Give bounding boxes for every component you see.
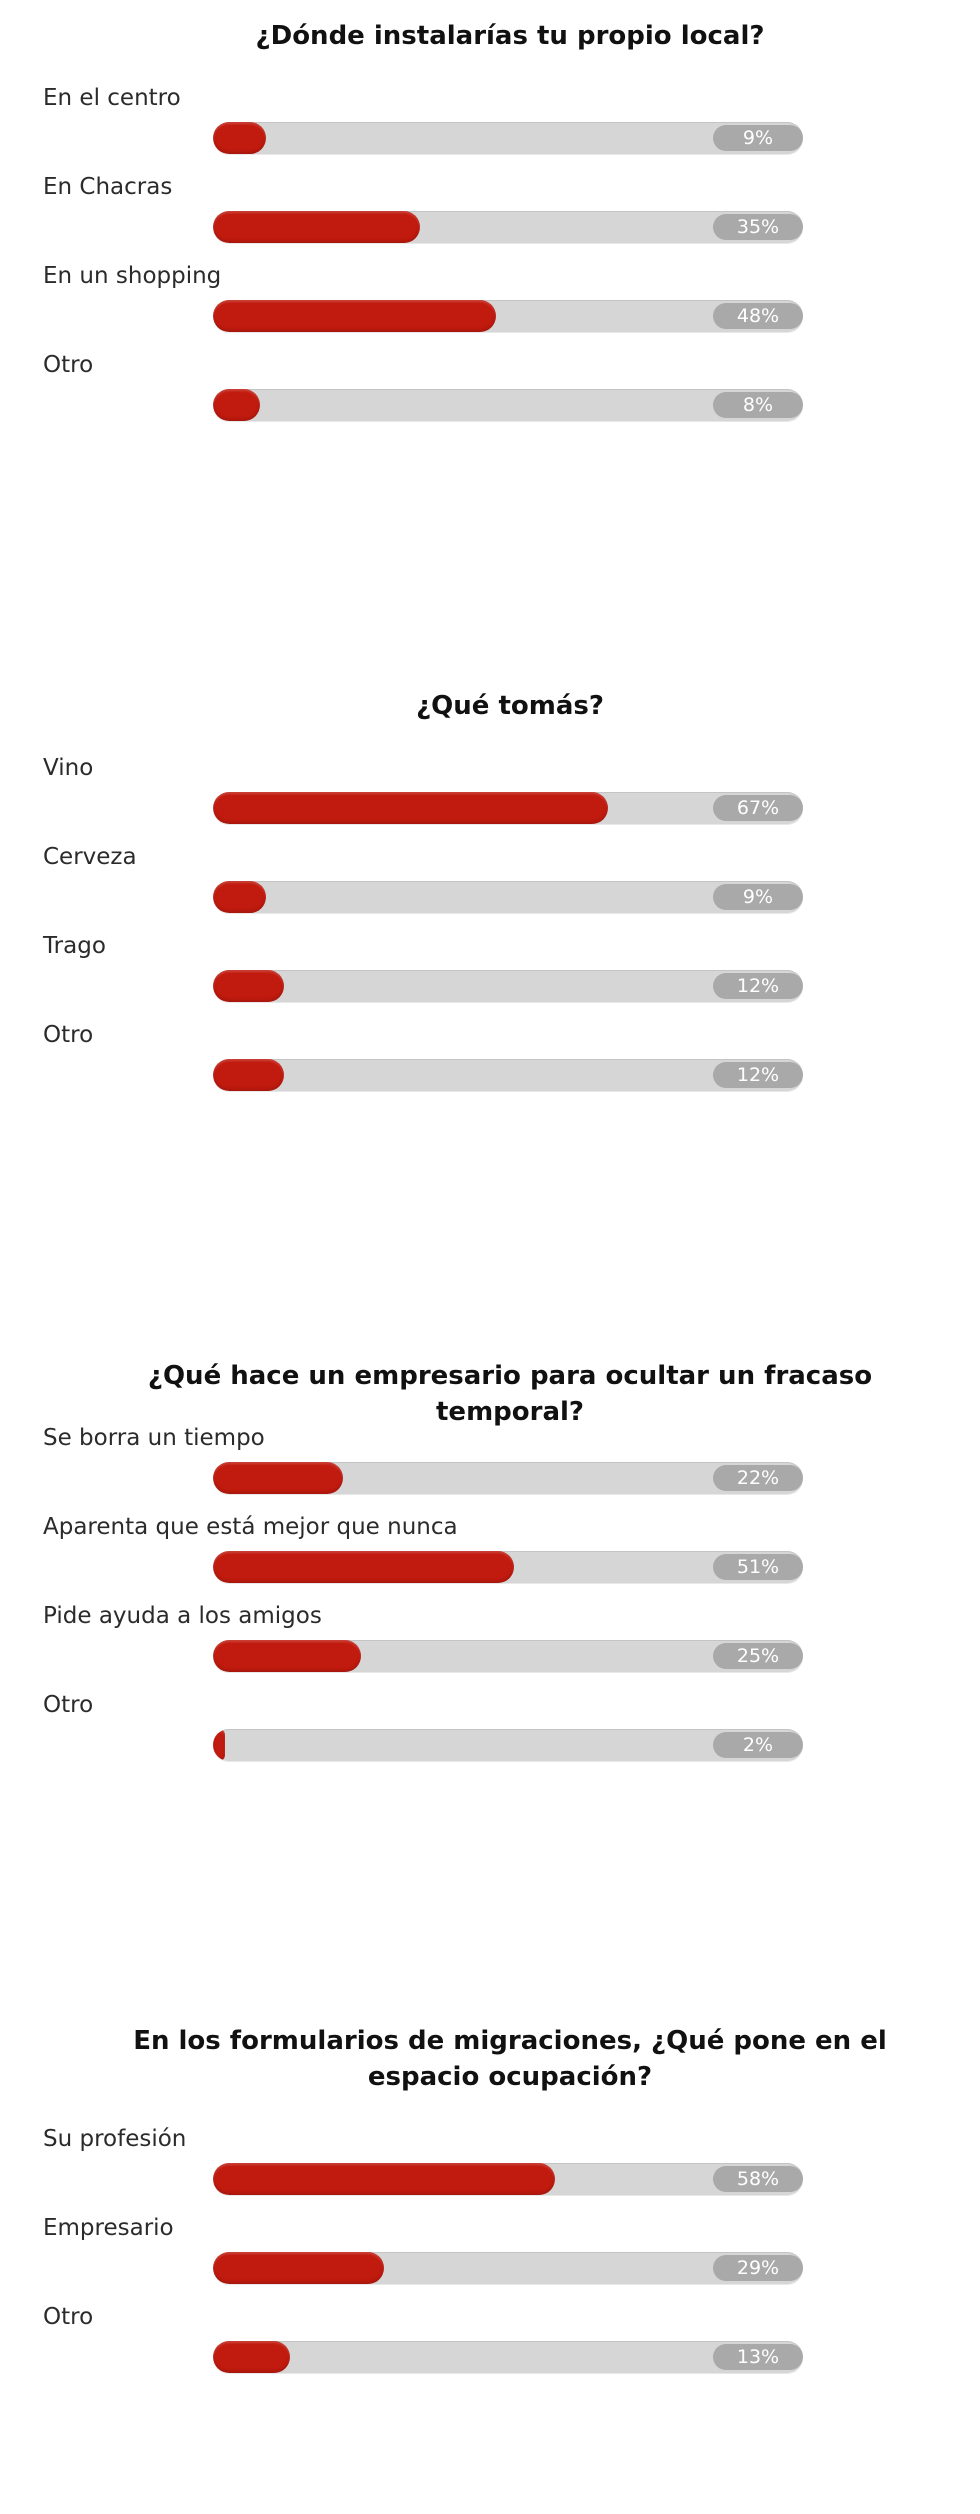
option-label: Su profesión <box>43 2126 187 2152</box>
poll-option[interactable]: En un shopping 48% <box>0 262 980 350</box>
percent-badge: 67% <box>713 795 803 821</box>
poll-option[interactable]: Cerveza 9% <box>0 843 980 931</box>
poll-option[interactable]: Se borra un tiempo 22% <box>0 1424 980 1512</box>
result-bar-fill <box>213 2341 290 2373</box>
percent-badge: 9% <box>713 125 803 151</box>
percent-badge: 2% <box>713 1732 803 1758</box>
result-bar-fill <box>213 1640 361 1672</box>
poll-title: ¿Qué hace un empresario para ocultar un … <box>147 1361 873 1427</box>
result-bar-track: 35% <box>213 211 803 243</box>
poll-title: ¿Qué tomás? <box>416 691 604 721</box>
poll-option[interactable]: Vino 67% <box>0 754 980 842</box>
result-bar-track: 51% <box>213 1551 803 1583</box>
option-label: En un shopping <box>43 263 222 289</box>
poll-option[interactable]: En Chacras 35% <box>0 173 980 261</box>
result-bar-fill <box>213 211 420 243</box>
percent-badge: 51% <box>713 1554 803 1580</box>
result-bar-track: 8% <box>213 389 803 421</box>
percent-badge: 13% <box>713 2344 803 2370</box>
result-bar-track: 29% <box>213 2252 803 2284</box>
poll-option[interactable]: Otro 8% <box>0 351 980 439</box>
result-bar-fill <box>213 1059 284 1091</box>
poll-option[interactable]: Otro 2% <box>0 1691 980 1779</box>
result-bar-track: 22% <box>213 1462 803 1494</box>
option-label: Trago <box>43 933 106 959</box>
option-label: Pide ayuda a los amigos <box>43 1603 322 1629</box>
percent-badge: 35% <box>713 214 803 240</box>
poll-option[interactable]: Empresario 29% <box>0 2214 980 2302</box>
percent-badge: 29% <box>713 2255 803 2281</box>
result-bar-fill <box>213 1729 225 1761</box>
percent-badge: 48% <box>713 303 803 329</box>
poll-option[interactable]: En el centro 9% <box>0 84 980 172</box>
result-bar-fill <box>213 389 261 421</box>
result-bar-track: 9% <box>213 122 803 154</box>
result-bar-track: 48% <box>213 300 803 332</box>
result-bar-fill <box>213 792 609 824</box>
percent-badge: 9% <box>713 884 803 910</box>
option-label: Otro <box>43 1692 94 1718</box>
result-bar-track: 13% <box>213 2341 803 2373</box>
result-bar-track: 2% <box>213 1729 803 1761</box>
option-label: En Chacras <box>43 174 173 200</box>
result-bar-fill <box>213 2163 556 2195</box>
option-label: Aparenta que está mejor que nunca <box>43 1514 458 1540</box>
result-bar-track: 12% <box>213 1059 803 1091</box>
result-bar-fill <box>213 1551 514 1583</box>
result-bar-fill <box>213 970 284 1002</box>
option-label: Otro <box>43 1022 94 1048</box>
result-bar-track: 12% <box>213 970 803 1002</box>
option-label: Otro <box>43 352 94 378</box>
poll-option[interactable]: Aparenta que está mejor que nunca 51% <box>0 1513 980 1601</box>
option-label: Otro <box>43 2304 94 2330</box>
result-bar-track: 67% <box>213 792 803 824</box>
result-bar-fill <box>213 300 497 332</box>
percent-badge: 12% <box>713 1062 803 1088</box>
result-bar-track: 58% <box>213 2163 803 2195</box>
option-label: Empresario <box>43 2215 174 2241</box>
poll-option[interactable]: Otro 13% <box>0 2303 980 2391</box>
poll-title: En los formularios de migraciones, ¿Qué … <box>133 2026 887 2092</box>
percent-badge: 8% <box>713 392 803 418</box>
option-label: Cerveza <box>43 844 137 870</box>
percent-badge: 25% <box>713 1643 803 1669</box>
result-bar-fill <box>213 2252 385 2284</box>
option-label: Se borra un tiempo <box>43 1425 265 1451</box>
poll-option[interactable]: Otro 12% <box>0 1021 980 1109</box>
result-bar-fill <box>213 122 267 154</box>
poll-title: ¿Dónde instalarías tu propio local? <box>255 21 765 51</box>
poll-option[interactable]: Su profesión 58% <box>0 2125 980 2213</box>
result-bar-fill <box>213 1462 343 1494</box>
poll-option[interactable]: Pide ayuda a los amigos 25% <box>0 1602 980 1690</box>
result-bar-track: 9% <box>213 881 803 913</box>
percent-badge: 12% <box>713 973 803 999</box>
poll-option[interactable]: Trago 12% <box>0 932 980 1020</box>
percent-badge: 58% <box>713 2166 803 2192</box>
result-bar-track: 25% <box>213 1640 803 1672</box>
option-label: En el centro <box>43 85 181 111</box>
option-label: Vino <box>43 755 94 781</box>
percent-badge: 22% <box>713 1465 803 1491</box>
result-bar-fill <box>213 881 267 913</box>
